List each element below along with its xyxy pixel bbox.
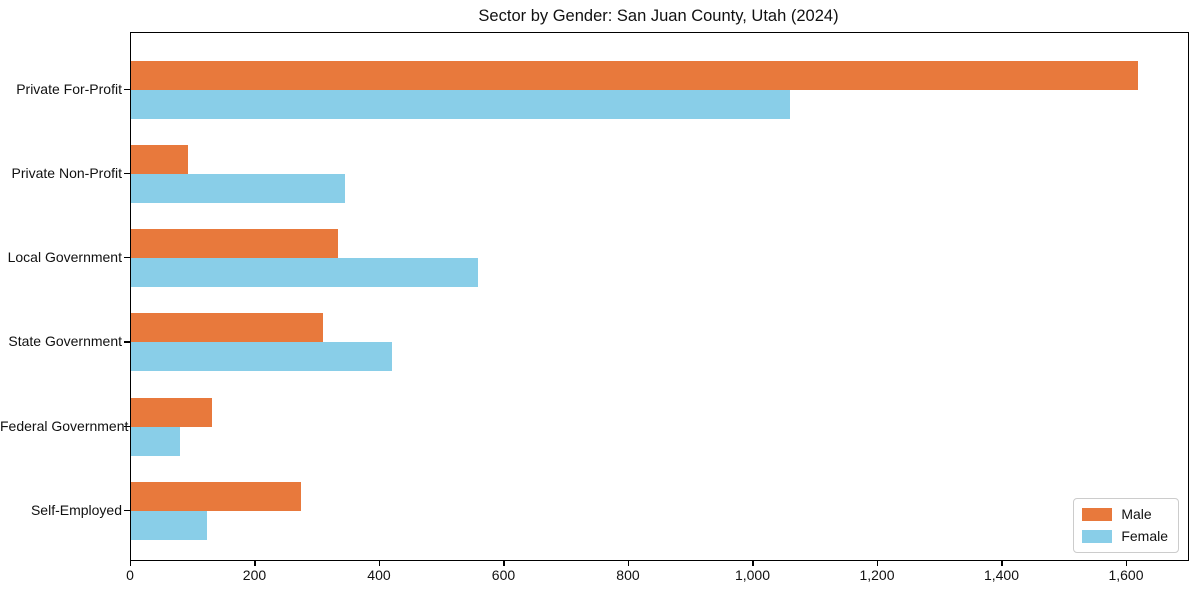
- x-tick-mark: [627, 560, 630, 566]
- legend-item-female: Female: [1082, 529, 1168, 544]
- legend-swatch-female: [1082, 530, 1113, 543]
- bar-female-6: [131, 510, 207, 540]
- legend: Male Female: [1073, 498, 1179, 553]
- x-tick-label: 1,600: [1108, 567, 1144, 583]
- x-tick-label: 1,000: [734, 567, 770, 583]
- bar-male-4: [131, 313, 323, 343]
- x-tick-mark: [1001, 560, 1003, 566]
- x-tick-mark: [254, 560, 256, 566]
- legend-item-male: Male: [1082, 507, 1168, 522]
- bar-male-6: [131, 481, 301, 511]
- x-tick-label: 200: [242, 567, 267, 583]
- y-tick-mark: [124, 88, 130, 90]
- y-tick-mark: [124, 172, 130, 175]
- bar-female-1: [131, 89, 791, 119]
- y-tick-label: Federal Government: [0, 417, 129, 434]
- y-tick-label: Local Government: [7, 249, 122, 266]
- x-tick-mark: [503, 560, 505, 566]
- x-tick-label: 1,400: [983, 567, 1019, 583]
- legend-swatch-male: [1082, 508, 1113, 521]
- x-tick-label: 400: [367, 567, 391, 583]
- bar-male-1: [131, 60, 1138, 90]
- x-tick-label: 1,200: [859, 567, 895, 583]
- plot-area: [130, 32, 1189, 561]
- chart-title: Sector by Gender: San Juan County, Utah …: [478, 7, 839, 25]
- x-tick-label: 800: [616, 567, 640, 583]
- bar-male-2: [131, 144, 188, 174]
- bar-female-4: [131, 342, 392, 372]
- x-tick-label: 0: [126, 567, 134, 583]
- x-tick-mark: [1125, 560, 1128, 566]
- y-tick-mark: [124, 341, 130, 343]
- x-tick-label: 600: [491, 567, 516, 583]
- x-tick-mark: [378, 560, 381, 566]
- y-tick-mark: [124, 425, 130, 427]
- bar-female-3: [131, 258, 478, 288]
- x-tick-mark: [752, 560, 754, 566]
- legend-label-female: Female: [1121, 528, 1168, 544]
- bar-male-3: [131, 229, 338, 259]
- bar-female-2: [131, 173, 346, 203]
- legend-label-male: Male: [1121, 506, 1152, 522]
- x-tick-mark: [876, 560, 879, 566]
- y-tick-label: State Government: [8, 333, 122, 350]
- y-tick-mark: [124, 509, 130, 512]
- bar-male-5: [131, 397, 212, 427]
- bar-female-5: [131, 426, 180, 456]
- x-tick-mark: [130, 560, 132, 566]
- y-tick-label: Self-Employed: [30, 501, 122, 518]
- y-tick-label: Private For-Profit: [16, 80, 122, 97]
- y-tick-mark: [124, 257, 130, 259]
- y-tick-label: Private Non-Profit: [11, 164, 122, 181]
